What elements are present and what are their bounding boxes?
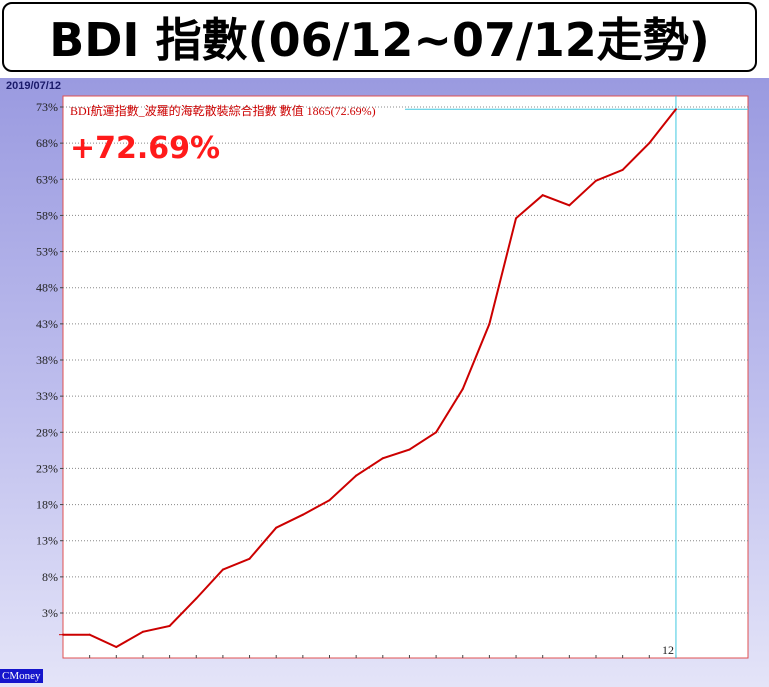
grid-lines (63, 106, 748, 614)
y-tick-label: 63% (36, 172, 58, 186)
y-tick-label: 8% (42, 570, 58, 584)
data-point (275, 526, 278, 529)
data-point (488, 322, 491, 325)
y-tick-label: 23% (36, 461, 58, 475)
data-point (541, 194, 544, 197)
series-line-bdi[interactable] (63, 108, 677, 649)
data-point (461, 387, 464, 390)
y-tick-label: 53% (36, 245, 58, 259)
y-tick-label: 68% (36, 136, 58, 150)
data-point (435, 431, 438, 434)
data-point (355, 474, 358, 477)
date-label: 2019/07/12 (6, 80, 62, 92)
data-point (648, 142, 651, 145)
data-point (328, 499, 331, 502)
y-tick-label: 58% (36, 208, 58, 222)
data-point (62, 633, 64, 636)
y-tick-label: 48% (36, 281, 58, 295)
y-tick-label: 13% (36, 534, 58, 548)
data-point (221, 568, 224, 571)
data-point (195, 597, 198, 600)
data-point (568, 204, 571, 207)
y-axis-ticks: 73% 68% 63% 58% 53% 48% 43% 38% 33% 28% 23% 18% 13% 8… (36, 100, 63, 620)
y-tick-label: 3% (42, 606, 58, 620)
y-tick-label: 18% (36, 498, 58, 512)
x-marker-label: 12 (662, 643, 674, 657)
data-point (595, 179, 597, 182)
title-box: BDI 指數(06/12~07/12走勢) (2, 2, 757, 72)
y-tick-label: 28% (36, 425, 58, 439)
data-point (674, 108, 677, 111)
y-tick-label: 33% (36, 389, 58, 403)
data-point (301, 513, 304, 516)
data-point (115, 645, 118, 648)
y-tick-label: 43% (36, 317, 58, 331)
page-title: BDI 指數(06/12~07/12走勢) (49, 13, 710, 67)
data-point (248, 557, 251, 560)
y-tick-label: 73% (36, 100, 58, 114)
plot-area (62, 95, 749, 659)
data-points (62, 108, 677, 648)
y-tick-label: 38% (36, 353, 58, 367)
cmoney-logo: CMoney (0, 669, 43, 683)
data-point (141, 630, 144, 633)
data-point (381, 457, 384, 460)
data-point (621, 168, 624, 171)
highlight-value: +72.69% (70, 131, 220, 166)
data-point (515, 217, 518, 220)
legend-label: BDI航運指數_波羅的海乾散裝綜合指數 數值 1865(72.69%) (70, 103, 376, 118)
data-point (408, 448, 411, 451)
data-point (88, 633, 91, 636)
data-point (168, 625, 171, 628)
